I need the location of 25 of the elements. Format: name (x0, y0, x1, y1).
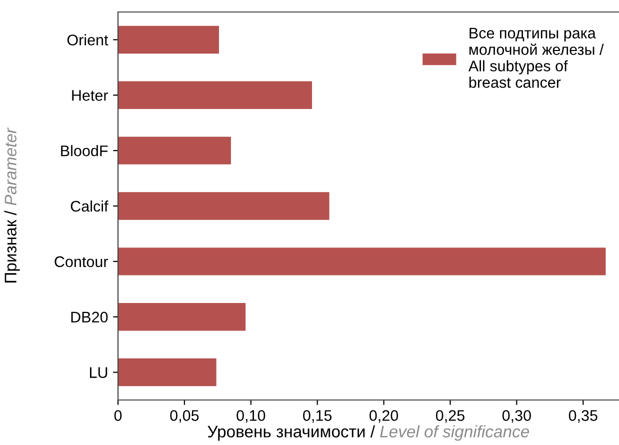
x-tick-label: 0,10 (236, 410, 266, 423)
y-tick-label: LU (90, 367, 108, 378)
y-axis-title: Признак / Parameter (4, 127, 20, 282)
x-tick-label: 0,25 (436, 410, 464, 423)
x-tick-label: 0,15 (303, 410, 332, 423)
bar (118, 26, 219, 54)
y-tick-label: Contour (54, 256, 108, 268)
y-tick-label: Calcif (70, 200, 108, 212)
y-tick-label: BloodF (61, 145, 108, 156)
y-tick-label: Heter (72, 90, 108, 101)
bar (118, 192, 330, 220)
x-axis-title: Уровень значимости / Level of significance (208, 425, 530, 441)
y-tick-label: Orient (67, 34, 108, 46)
x-tick-label: 0 (114, 410, 122, 421)
bar (118, 136, 231, 164)
x-tick-label: 0,30 (502, 410, 531, 423)
x-tick-label: 0,35 (568, 410, 598, 423)
bar (118, 303, 246, 331)
x-tick-label: 0,20 (370, 410, 398, 423)
bar (118, 358, 216, 386)
bar (118, 248, 606, 276)
x-tick-label: 0,05 (170, 410, 199, 423)
y-tick-label: DB20 (71, 312, 108, 323)
legend-label: Все подтипы рака молочной железы / All subtypes of breast cancer (468, 28, 604, 88)
bar (118, 81, 312, 109)
